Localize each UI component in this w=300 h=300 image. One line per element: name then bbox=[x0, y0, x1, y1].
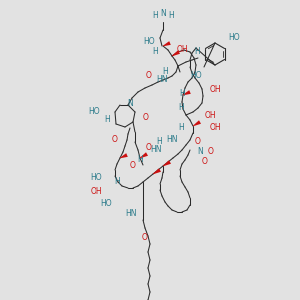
Polygon shape bbox=[193, 120, 201, 126]
Text: O: O bbox=[146, 71, 152, 80]
Text: H: H bbox=[152, 11, 158, 20]
Text: O: O bbox=[146, 143, 152, 152]
Text: OH: OH bbox=[177, 46, 189, 55]
Text: O: O bbox=[195, 137, 201, 146]
Text: N: N bbox=[160, 8, 166, 17]
Text: H: H bbox=[178, 103, 184, 112]
Text: HO: HO bbox=[100, 200, 112, 208]
Text: O: O bbox=[129, 161, 135, 170]
Text: HN: HN bbox=[151, 146, 162, 154]
Text: HN: HN bbox=[157, 76, 168, 85]
Polygon shape bbox=[163, 41, 171, 46]
Text: HN: HN bbox=[125, 209, 136, 218]
Polygon shape bbox=[172, 50, 180, 56]
Text: H: H bbox=[104, 116, 110, 124]
Text: HN: HN bbox=[167, 136, 178, 145]
Text: OH: OH bbox=[210, 124, 222, 133]
Text: O: O bbox=[202, 158, 208, 166]
Text: O: O bbox=[143, 113, 149, 122]
Text: H: H bbox=[179, 89, 185, 98]
Text: HO: HO bbox=[88, 107, 100, 116]
Polygon shape bbox=[140, 152, 148, 158]
Text: HO: HO bbox=[228, 34, 240, 43]
Text: OH: OH bbox=[210, 85, 222, 94]
Text: OH: OH bbox=[205, 112, 217, 121]
Text: H: H bbox=[168, 11, 174, 20]
Polygon shape bbox=[120, 153, 128, 158]
Text: H: H bbox=[137, 155, 143, 164]
Polygon shape bbox=[163, 160, 171, 166]
Text: H: H bbox=[152, 47, 158, 56]
Text: H: H bbox=[178, 124, 184, 133]
Text: N: N bbox=[197, 148, 203, 157]
Text: HO: HO bbox=[190, 70, 202, 80]
Polygon shape bbox=[153, 168, 161, 174]
Text: H: H bbox=[162, 68, 168, 76]
Polygon shape bbox=[183, 90, 191, 95]
Text: H: H bbox=[156, 137, 162, 146]
Text: H: H bbox=[114, 178, 120, 187]
Text: O: O bbox=[142, 233, 148, 242]
Text: O: O bbox=[208, 148, 214, 157]
Text: HO: HO bbox=[143, 38, 155, 46]
Text: OH: OH bbox=[90, 188, 102, 196]
Text: O: O bbox=[112, 136, 118, 145]
Text: HO: HO bbox=[90, 173, 102, 182]
Text: N: N bbox=[127, 98, 133, 107]
Text: H: H bbox=[194, 47, 200, 56]
